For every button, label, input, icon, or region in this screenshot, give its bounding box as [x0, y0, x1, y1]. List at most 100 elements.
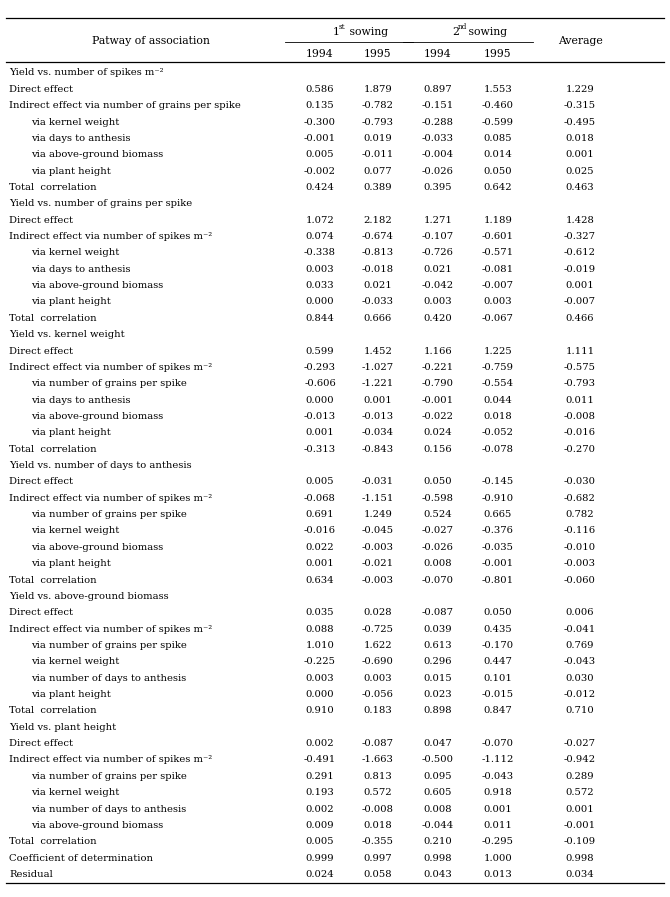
- Text: 0.001: 0.001: [565, 281, 594, 290]
- Text: -0.270: -0.270: [564, 445, 596, 454]
- Text: 1.452: 1.452: [364, 346, 393, 355]
- Text: via above-ground biomass: via above-ground biomass: [31, 151, 163, 160]
- Text: st: st: [339, 23, 346, 31]
- Text: 0.003: 0.003: [306, 265, 334, 274]
- Text: 0.466: 0.466: [565, 314, 594, 323]
- Text: -0.033: -0.033: [362, 298, 394, 307]
- Text: Yield vs. kernel weight: Yield vs. kernel weight: [9, 330, 125, 339]
- Text: -0.007: -0.007: [482, 281, 514, 290]
- Text: -0.067: -0.067: [482, 314, 514, 323]
- Text: 0.001: 0.001: [565, 151, 594, 160]
- Text: 0.009: 0.009: [306, 821, 334, 830]
- Text: -0.491: -0.491: [304, 755, 336, 764]
- Text: 0.003: 0.003: [484, 298, 513, 307]
- Text: 0.014: 0.014: [484, 151, 513, 160]
- Text: -0.942: -0.942: [564, 755, 596, 764]
- Text: -0.026: -0.026: [422, 543, 454, 552]
- Text: -0.682: -0.682: [564, 493, 596, 502]
- Text: -0.026: -0.026: [422, 167, 454, 176]
- Text: 1: 1: [333, 27, 340, 37]
- Text: -0.726: -0.726: [422, 248, 454, 257]
- Text: via days to anthesis: via days to anthesis: [31, 396, 131, 405]
- Text: -0.001: -0.001: [422, 396, 454, 405]
- Text: 0.910: 0.910: [306, 707, 334, 716]
- Text: 0.424: 0.424: [306, 183, 334, 192]
- Text: 1.622: 1.622: [364, 641, 393, 650]
- Text: via kernel weight: via kernel weight: [31, 658, 119, 666]
- Text: Direct effect: Direct effect: [9, 739, 73, 748]
- Text: 0.710: 0.710: [565, 707, 594, 716]
- Text: -0.030: -0.030: [564, 477, 596, 486]
- Text: 0.101: 0.101: [484, 674, 513, 683]
- Text: -0.035: -0.035: [482, 543, 514, 552]
- Text: -0.013: -0.013: [362, 412, 394, 421]
- Text: -0.793: -0.793: [362, 118, 394, 126]
- Text: -0.327: -0.327: [564, 232, 596, 241]
- Text: -1.151: -1.151: [362, 493, 394, 502]
- Text: 1.000: 1.000: [484, 854, 513, 863]
- Text: -0.151: -0.151: [422, 101, 454, 110]
- Text: 0.050: 0.050: [423, 477, 452, 486]
- Text: -0.070: -0.070: [482, 739, 514, 748]
- Text: Total  correlation: Total correlation: [9, 576, 96, 585]
- Text: via above-ground biomass: via above-ground biomass: [31, 543, 163, 552]
- Text: -0.793: -0.793: [564, 379, 596, 388]
- Text: -0.016: -0.016: [304, 527, 336, 536]
- Text: -0.013: -0.013: [304, 412, 336, 421]
- Text: -0.725: -0.725: [362, 624, 394, 633]
- Text: 0.050: 0.050: [484, 608, 513, 617]
- Text: 0.018: 0.018: [484, 412, 513, 421]
- Text: 0.022: 0.022: [306, 543, 334, 552]
- Text: -0.674: -0.674: [362, 232, 394, 241]
- Text: Indirect effect via number of spikes m⁻²: Indirect effect via number of spikes m⁻²: [9, 232, 212, 241]
- Text: -0.003: -0.003: [362, 543, 394, 552]
- Text: 0.047: 0.047: [423, 739, 452, 748]
- Text: via number of grains per spike: via number of grains per spike: [31, 379, 187, 388]
- Text: via plant height: via plant height: [31, 167, 111, 176]
- Text: 0.193: 0.193: [306, 788, 334, 797]
- Text: -0.599: -0.599: [482, 118, 514, 126]
- Text: -0.107: -0.107: [422, 232, 454, 241]
- Text: sowing: sowing: [465, 27, 507, 37]
- Text: -1.663: -1.663: [362, 755, 394, 764]
- Text: 1995: 1995: [484, 49, 512, 59]
- Text: Coefficient of determination: Coefficient of determination: [9, 854, 153, 863]
- Text: Yield vs. above-ground biomass: Yield vs. above-ground biomass: [9, 592, 169, 601]
- Text: -0.008: -0.008: [564, 412, 596, 421]
- Text: Direct effect: Direct effect: [9, 477, 73, 486]
- Text: 1.229: 1.229: [565, 85, 594, 94]
- Text: 0.769: 0.769: [565, 641, 594, 650]
- Text: Indirect effect via number of spikes m⁻²: Indirect effect via number of spikes m⁻²: [9, 624, 212, 633]
- Text: 0.001: 0.001: [364, 396, 393, 405]
- Text: Indirect effect via number of spikes m⁻²: Indirect effect via number of spikes m⁻²: [9, 493, 212, 502]
- Text: 0.642: 0.642: [484, 183, 513, 192]
- Text: -0.001: -0.001: [482, 559, 514, 568]
- Text: via number of days to anthesis: via number of days to anthesis: [31, 674, 186, 683]
- Text: 0.001: 0.001: [306, 429, 334, 438]
- Text: -0.027: -0.027: [422, 527, 454, 536]
- Text: via plant height: via plant height: [31, 298, 111, 307]
- Text: 1.111: 1.111: [565, 346, 594, 355]
- Text: -0.145: -0.145: [482, 477, 514, 486]
- Text: via kernel weight: via kernel weight: [31, 248, 119, 257]
- Text: 0.003: 0.003: [364, 674, 393, 683]
- Text: -0.221: -0.221: [422, 363, 454, 372]
- Text: via kernel weight: via kernel weight: [31, 788, 119, 797]
- Text: 0.025: 0.025: [565, 167, 594, 176]
- Text: 1.428: 1.428: [565, 215, 594, 225]
- Text: Patway of association: Patway of association: [92, 36, 210, 46]
- Text: 0.420: 0.420: [423, 314, 452, 323]
- Text: 0.000: 0.000: [306, 298, 334, 307]
- Text: -0.759: -0.759: [482, 363, 514, 372]
- Text: 0.524: 0.524: [423, 510, 452, 519]
- Text: 0.006: 0.006: [565, 608, 594, 617]
- Text: -0.109: -0.109: [564, 837, 596, 846]
- Text: -0.295: -0.295: [482, 837, 514, 846]
- Text: -0.460: -0.460: [482, 101, 514, 110]
- Text: 0.005: 0.005: [306, 837, 334, 846]
- Text: Total  correlation: Total correlation: [9, 445, 96, 454]
- Text: -0.033: -0.033: [422, 134, 454, 143]
- Text: -0.012: -0.012: [564, 690, 596, 699]
- Text: 0.898: 0.898: [423, 707, 452, 716]
- Text: -0.225: -0.225: [304, 658, 336, 666]
